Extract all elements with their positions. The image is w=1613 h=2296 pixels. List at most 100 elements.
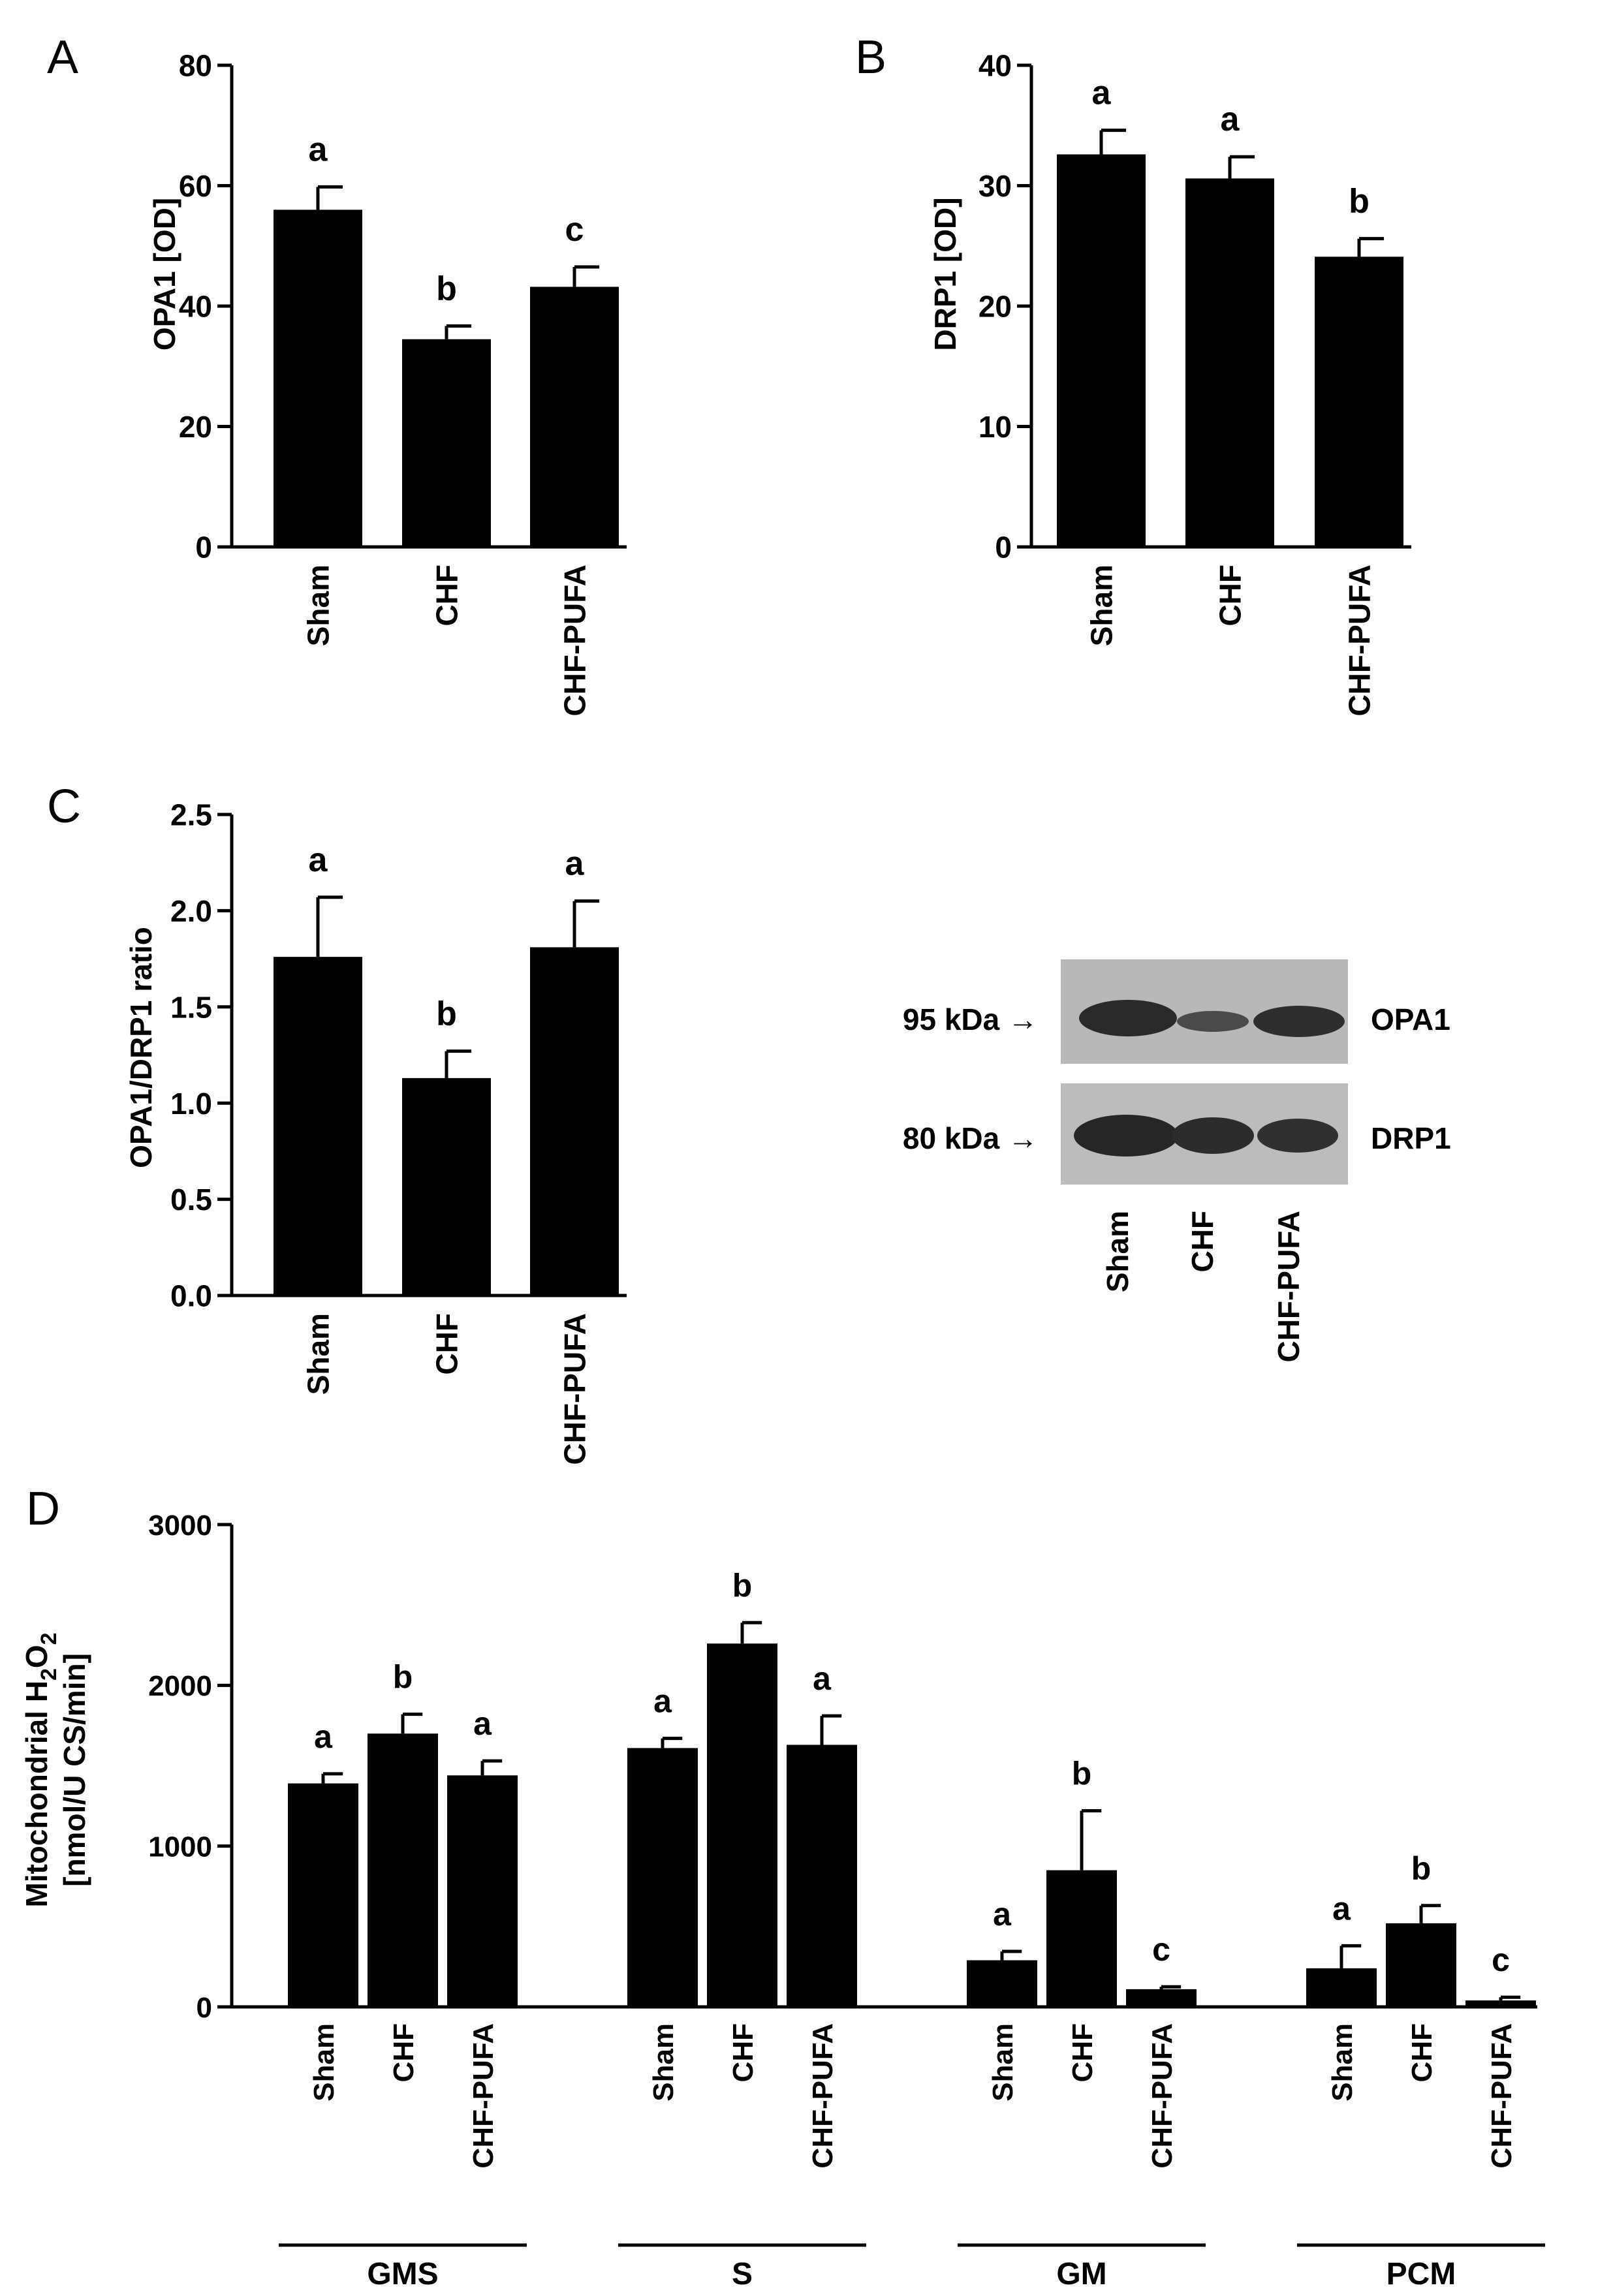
GM-significance-label: b (1072, 1755, 1092, 1792)
x-tick-label: CHF-PUFA (1146, 2023, 1178, 2168)
y-tick-label: 1.0 (170, 1087, 212, 1121)
PCM-significance-label: b (1411, 1850, 1432, 1887)
panel-d-ylabel-line1: Mitochondrial H2O2 (20, 1632, 61, 1907)
GM-bar (1126, 1989, 1197, 2007)
significance-label: b (436, 270, 457, 307)
panel-a: A OPA1 [OD] 0 20 40 60 80 a b c Sham CHF CHF-PUF… (47, 31, 627, 717)
panel-d: D Mitochondrial H2O2 [nmol/U CS/min] 010… (20, 1483, 1545, 2291)
significance-label: c (565, 211, 584, 249)
panel-a-x-labels: Sham CHF CHF-PUFA (302, 565, 592, 717)
panel-d-ylabel-pre: Mitochondrial H (20, 1681, 54, 1908)
GM-significance-label: a (993, 1896, 1012, 1932)
western-blot: 95 kDa → 80 kDa → OPA1 DRP1 Sham CHF CHF… (903, 959, 1451, 1363)
y-tick-label: 2.0 (170, 894, 212, 928)
blot-protein-drp1: DRP1 (1371, 1121, 1451, 1155)
panel-c-label: C (47, 781, 81, 833)
blot-band-drp1-chfpufa (1257, 1119, 1338, 1153)
S-significance-label: a (653, 1683, 672, 1720)
significance-label: a (309, 841, 328, 879)
panel-d-ylabel-line2: [nmol/U CS/min] (57, 1653, 91, 1887)
y-tick-label: 1.5 (170, 990, 212, 1024)
y-tick-label: 0.5 (170, 1183, 212, 1217)
y-tick-label: 1000 (148, 1831, 212, 1863)
GMS-significance-label: b (393, 1659, 413, 1696)
blot-lane-chfpufa: CHF-PUFA (1272, 1211, 1306, 1363)
GM-bar (1046, 1870, 1117, 2007)
bar (1185, 178, 1274, 547)
panel-b-label: B (855, 31, 886, 84)
panel-c-ylabel: OPA1/DRP1 ratio (124, 927, 158, 1168)
x-tick-label: Sham (308, 2023, 340, 2102)
x-tick-label: Sham (302, 1313, 336, 1395)
x-tick-label: CHF-PUFA (1486, 2023, 1518, 2168)
panel-d-ylabel-mid: O (20, 1645, 54, 1668)
blot-marker-80: 80 kDa → (903, 1121, 1038, 1155)
panel-d-label: D (26, 1483, 60, 1535)
panel-b-bars: a a b (1057, 74, 1403, 547)
GM-significance-label: c (1152, 1931, 1170, 1968)
x-tick-label: CHF (430, 1313, 464, 1375)
x-tick-label: CHF-PUFA (558, 1313, 592, 1465)
significance-label: b (1349, 183, 1370, 221)
panel-d-ylabel-sub1: 2 (37, 1668, 61, 1681)
panel-c: C OPA1/DRP1 ratio 0.00.51.01.52.02.5 aba… (47, 781, 627, 1465)
x-tick-label: CHF (388, 2023, 420, 2082)
group-label: PCM (1386, 2257, 1456, 2291)
blot-lane-sham: Sham (1101, 1211, 1135, 1292)
y-tick-label: 60 (179, 169, 212, 203)
y-tick-label: 80 (179, 49, 212, 83)
y-tick-label: 0.0 (170, 1279, 212, 1313)
x-tick-label: CHF-PUFA (467, 2023, 499, 2168)
y-tick-label: 0 (195, 531, 212, 565)
panel-b-x-labels: Sham CHF CHF-PUFA (1085, 565, 1377, 717)
PCM-significance-label: c (1492, 1942, 1510, 1978)
x-tick-label: Sham (987, 2023, 1019, 2102)
S-bar (627, 1748, 698, 2007)
y-tick-label: 2000 (148, 1670, 212, 1702)
significance-label: a (309, 131, 328, 168)
y-tick-label: 10 (979, 410, 1012, 444)
x-tick-label: Sham (302, 565, 336, 646)
GMS-significance-label: a (473, 1705, 492, 1742)
significance-label: a (1221, 101, 1240, 138)
panel-c-x-labels: Sham CHF CHF-PUFA (302, 1313, 592, 1465)
y-tick-label: 40 (179, 290, 212, 324)
panel-d-ylabel-sub2: 2 (37, 1632, 61, 1645)
y-tick-label: 0 (196, 1992, 212, 2024)
bar (274, 957, 362, 1295)
panel-d-x-labels: Sham CHF CHF-PUFA Sham CHF CHF-PUFA Sham CHF CHF… (308, 2023, 1518, 2168)
blot-band-opa1-sham (1079, 1000, 1177, 1036)
PCM-significance-label: a (1332, 1890, 1351, 1927)
x-tick-label: CHF (1067, 2023, 1099, 2082)
GMS-bar (368, 1733, 438, 2007)
x-tick-label: Sham (648, 2023, 680, 2102)
GM-bar (967, 1960, 1037, 2007)
GMS-bar (447, 1775, 518, 2007)
x-tick-label: CHF-PUFA (1343, 565, 1377, 717)
blot-protein-opa1: OPA1 (1371, 1002, 1450, 1036)
x-tick-label: CHF (430, 565, 464, 627)
significance-label: a (1092, 74, 1112, 112)
group-label: GM (1056, 2257, 1106, 2291)
group-label: GMS (367, 2257, 438, 2291)
PCM-bar (1465, 2000, 1536, 2007)
panel-b-ylabel: DRP1 [OD] (928, 197, 962, 350)
group-label: S (732, 2257, 753, 2291)
PCM-bar (1306, 1968, 1377, 2007)
y-tick-label: 3000 (148, 1510, 212, 1542)
x-tick-label: CHF (1406, 2023, 1438, 2082)
panel-d-bars: a b a a b a a b c a b c (288, 1567, 1536, 2007)
bar (1315, 256, 1403, 547)
y-tick-label: 40 (979, 49, 1012, 83)
panel-d-group-labels: GMS S GM PCM (279, 2243, 1545, 2291)
blot-band-opa1-chf (1177, 1011, 1249, 1032)
x-tick-label: Sham (1326, 2023, 1358, 2102)
panel-c-bars: a b a (274, 841, 619, 1295)
blot-band-opa1-chfpufa (1253, 1006, 1345, 1037)
x-tick-label: CHF (727, 2023, 759, 2082)
blot-marker-95: 95 kDa → (903, 1002, 1038, 1036)
x-tick-label: CHF (1214, 565, 1247, 627)
bar (402, 1078, 491, 1295)
bar (530, 287, 619, 547)
